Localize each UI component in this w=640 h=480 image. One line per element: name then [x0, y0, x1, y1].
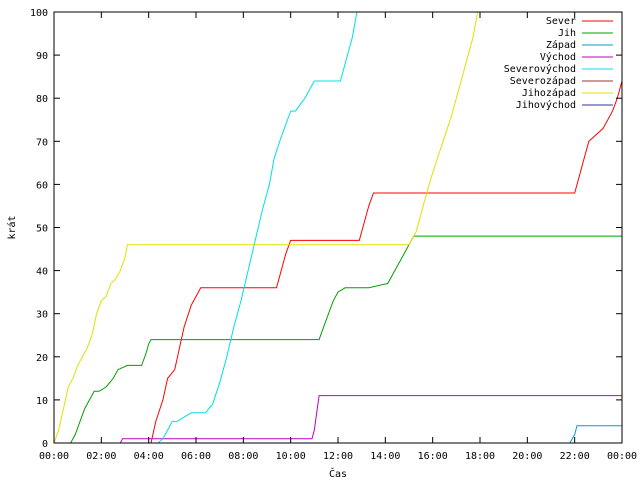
series-line [54, 80, 623, 444]
ticks-layer: 0 10 20 30 40 50 60 70 80 90 100 00:00 02:00 04:00 06:… [30, 8, 637, 462]
x-tick-label: 16:00 [418, 451, 448, 462]
y-tick-label: 20 [36, 353, 48, 364]
y-tick-label: 80 [36, 94, 48, 105]
x-tick-label: 08:00 [228, 451, 258, 462]
y-tick-label: 40 [36, 267, 48, 278]
series-line [54, 11, 358, 444]
legend-label: Severozápad [510, 75, 576, 87]
x-tick-label: 02:00 [86, 451, 116, 462]
y-axis-title: krát [6, 215, 18, 239]
x-tick-label: 12:00 [323, 451, 353, 462]
x-tick-label: 00:00 [39, 451, 69, 462]
y-tick-label: 10 [36, 396, 48, 407]
legend-label: Západ [546, 39, 576, 51]
y-tick-label: 60 [36, 180, 48, 191]
legend-label: Sever [546, 16, 576, 27]
y-tick-label: 100 [30, 8, 48, 19]
legend-label: Jihozápad [522, 87, 576, 99]
x-tick-label: 04:00 [134, 451, 164, 462]
x-tick-label: 22:00 [560, 451, 590, 462]
y-tick-label: 0 [42, 439, 48, 450]
x-tick-label: 18:00 [465, 451, 495, 462]
x-tick-label: 00:00 [607, 451, 637, 462]
x-tick-label: 10:00 [276, 451, 306, 462]
y-tick-label: 30 [36, 310, 48, 321]
x-tick-label: 06:00 [181, 451, 211, 462]
series-line [54, 235, 622, 444]
x-tick-label: 20:00 [512, 451, 542, 462]
y-tick-label: 70 [36, 137, 48, 148]
y-tick-label: 50 [36, 224, 48, 235]
x-axis-title: Čas [329, 467, 347, 480]
legend-label: Jih [558, 28, 576, 39]
legend-label: Východ [540, 51, 576, 63]
series-line [54, 395, 622, 444]
legend: SeverJihZápadVýchodSeverovýchodSeverozáp… [504, 16, 613, 111]
x-tick-label: 14:00 [370, 451, 400, 462]
legend-label: Severovýchod [504, 63, 576, 75]
legend-label: Jihovýchod [516, 99, 576, 111]
y-tick-label: 90 [36, 51, 48, 62]
series-line [53, 11, 479, 444]
